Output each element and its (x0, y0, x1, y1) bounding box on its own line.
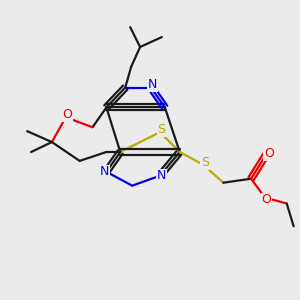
Text: N: N (157, 169, 166, 182)
Text: N: N (100, 165, 110, 178)
Text: O: O (62, 108, 72, 121)
Text: O: O (262, 194, 271, 206)
Text: S: S (201, 156, 209, 169)
Text: S: S (158, 123, 165, 136)
Text: N: N (148, 78, 157, 91)
Text: O: O (264, 147, 274, 160)
